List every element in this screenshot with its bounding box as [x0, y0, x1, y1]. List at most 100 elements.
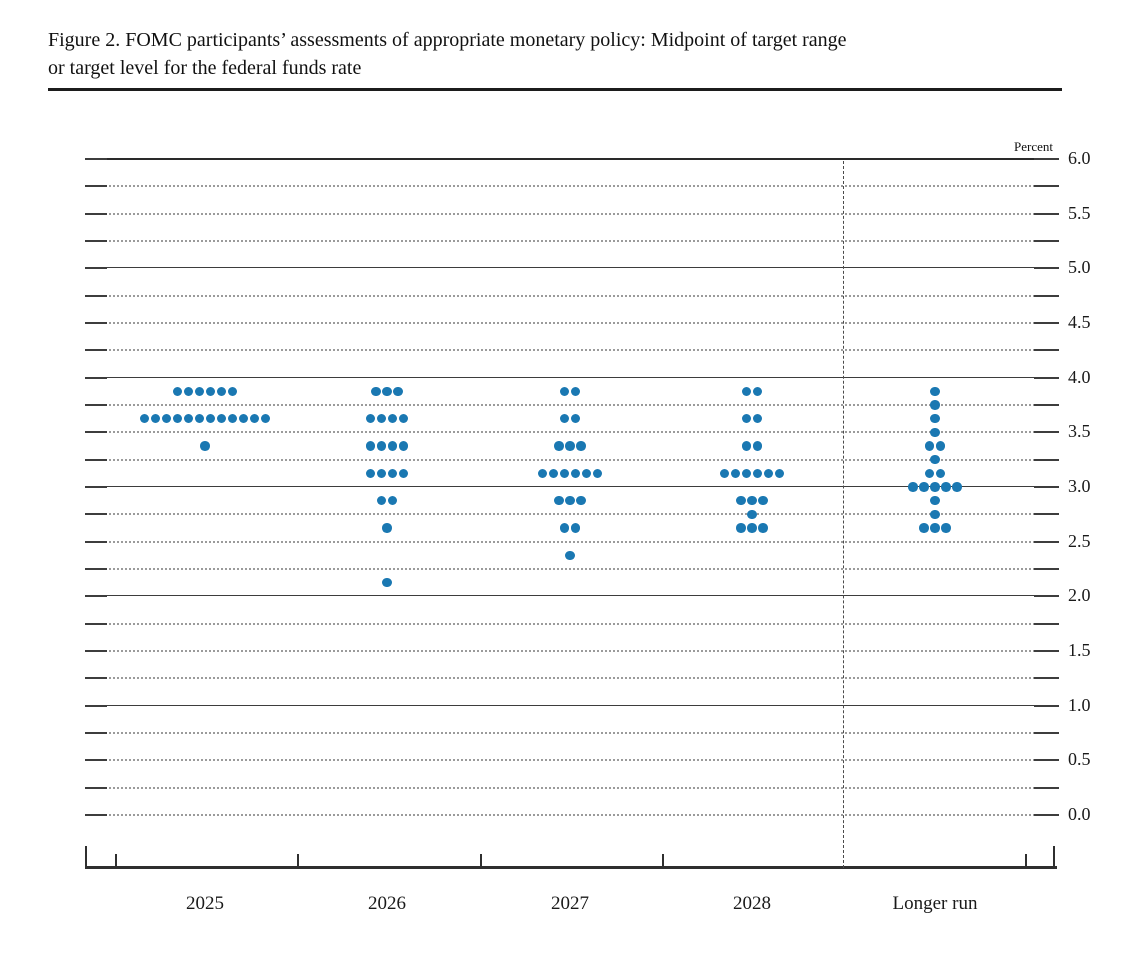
fomc-projection-dot: [570, 523, 581, 533]
fomc-projection-dot: [194, 413, 205, 424]
fomc-projection-dot: [941, 482, 951, 492]
fomc-projection-dot: [365, 413, 376, 424]
gridline-top: [85, 158, 1055, 160]
fomc-projection-dot: [365, 441, 376, 451]
y-tick-left: [85, 677, 107, 680]
gridline-dotted: [85, 814, 1055, 816]
gridline-dotted: [85, 650, 1055, 652]
fomc-projection-dot: [559, 386, 570, 397]
fomc-projection-dot: [559, 468, 570, 479]
y-tick-right: [1034, 513, 1059, 516]
y-tick-right: [1034, 595, 1059, 598]
gridline-dotted: [85, 513, 1055, 516]
y-tick-left: [85, 240, 107, 242]
y-tick-left: [85, 732, 107, 734]
fomc-projection-dot: [387, 413, 398, 424]
y-tick-right: [1034, 240, 1059, 242]
fomc-projection-dot: [935, 468, 946, 479]
fomc-projection-dot: [930, 427, 940, 438]
y-tick-right: [1034, 158, 1059, 160]
y-tick-left: [85, 568, 107, 570]
fomc-projection-dot: [741, 386, 752, 397]
fomc-projection-dot: [172, 386, 183, 397]
fomc-projection-dot: [747, 523, 757, 533]
gridline-solid: [85, 486, 1055, 487]
gridline-dotted: [85, 540, 1055, 543]
fomc-projection-dot: [570, 468, 581, 479]
y-tick-left: [85, 322, 107, 324]
fomc-projection-dot: [741, 468, 752, 479]
y-axis-label: 4.5: [1068, 312, 1091, 332]
figure-title-line1: Figure 2. FOMC participants’ assessments…: [48, 29, 847, 51]
fomc-projection-dot: [398, 413, 409, 424]
fomc-projection-dot: [376, 468, 387, 479]
gridline-dotted: [85, 458, 1055, 461]
gridline-dotted: [85, 732, 1055, 734]
fomc-projection-dot: [930, 482, 940, 492]
fomc-projection-dot: [565, 441, 575, 451]
y-tick-left: [85, 486, 107, 488]
title-divider-rule: [48, 88, 1062, 91]
y-tick-left: [85, 704, 107, 707]
y-tick-right: [1034, 376, 1059, 379]
fomc-projection-dot: [565, 495, 575, 506]
gridline-dotted: [85, 786, 1055, 789]
fomc-projection-dot: [398, 441, 409, 451]
fomc-projection-dot: [387, 441, 398, 451]
category-boundary-tick: [480, 854, 482, 868]
fomc-projection-dot: [924, 468, 935, 479]
y-axis-label: 0.0: [1068, 804, 1091, 824]
gridline-solid: [85, 704, 1055, 706]
longer-run-separator: [843, 161, 844, 868]
y-tick-right: [1034, 431, 1059, 434]
gridline-dotted: [85, 185, 1055, 188]
y-axis-label: 2.0: [1068, 585, 1091, 606]
y-tick-right: [1034, 322, 1059, 324]
y-tick-right: [1034, 650, 1059, 652]
y-tick-left: [85, 185, 107, 188]
x-axis-line: [85, 866, 1057, 869]
fomc-projection-dot: [763, 468, 774, 479]
fomc-projection-dot: [741, 441, 752, 451]
y-tick-left: [85, 786, 107, 789]
gridline-dotted: [85, 294, 1055, 297]
y-tick-left: [85, 212, 107, 215]
y-tick-left: [85, 513, 107, 516]
gridline-solid: [85, 376, 1055, 378]
fomc-projection-dot: [930, 523, 940, 533]
fomc-projection-dot: [227, 413, 238, 424]
y-tick-right: [1034, 677, 1059, 680]
fomc-projection-dot: [205, 386, 216, 397]
fomc-projection-dot: [387, 468, 398, 479]
gridline-dotted: [85, 212, 1055, 215]
fomc-projection-dot: [930, 386, 940, 397]
category-boundary-tick: [1025, 854, 1027, 868]
fomc-projection-dot: [216, 386, 227, 397]
fomc-projection-dot: [150, 413, 161, 424]
fomc-projection-dot: [935, 441, 946, 451]
fomc-projection-dot: [581, 468, 592, 479]
y-tick-right: [1034, 759, 1059, 762]
fomc-projection-dot: [758, 523, 768, 533]
fomc-projection-dot: [387, 495, 398, 506]
y-tick-right: [1034, 540, 1059, 543]
gridline-dotted: [85, 622, 1055, 625]
fomc-projection-dot: [382, 577, 392, 588]
fomc-projection-dot: [183, 413, 194, 424]
figure-title: Figure 2. FOMC participants’ assessments…: [48, 26, 1062, 82]
fomc-projection-dot: [260, 413, 271, 424]
fomc-projection-dot: [554, 495, 564, 506]
y-tick-left: [85, 376, 107, 379]
gridline-solid: [85, 267, 1055, 269]
y-tick-left: [85, 759, 107, 762]
y-axis-label: 5.5: [1068, 202, 1091, 223]
gridline-dotted: [85, 677, 1055, 680]
gridline-dotted: [85, 568, 1055, 570]
fomc-projection-dot: [952, 482, 962, 492]
y-tick-right: [1034, 622, 1059, 625]
fomc-projection-dot: [730, 468, 741, 479]
y-tick-right: [1034, 704, 1059, 707]
fomc-projection-dot: [747, 495, 757, 506]
y-axis-label: 3.0: [1068, 476, 1091, 496]
